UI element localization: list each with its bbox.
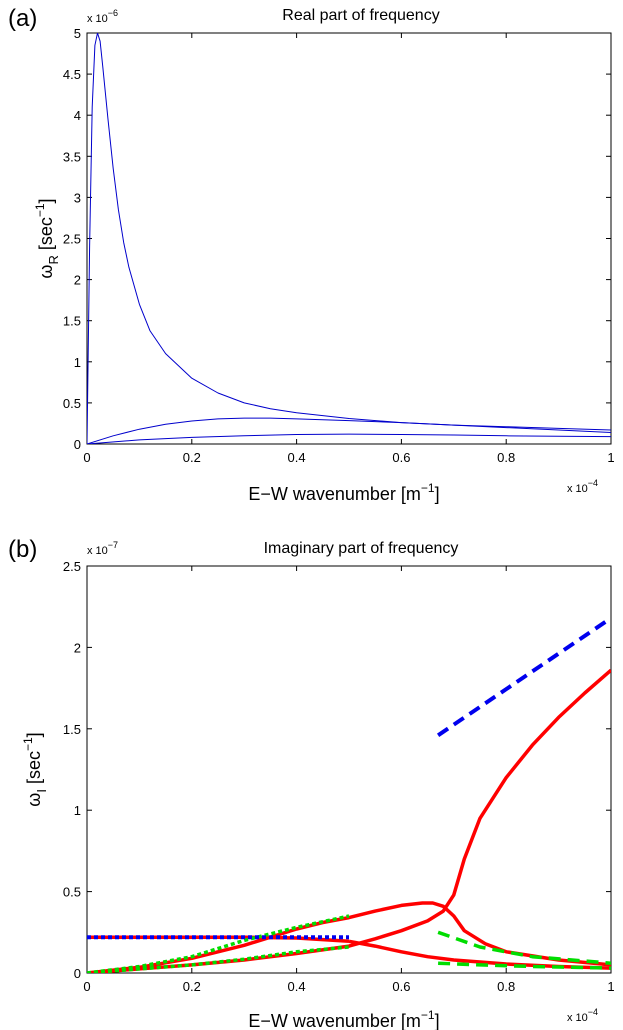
- y-tick-label: 2.5: [63, 232, 81, 247]
- chart-panel-a: (a) Real part of frequency 0 0.2 0.4 0.6 0.8 1 0…: [8, 5, 615, 504]
- y-tick-label: 1.5: [63, 722, 81, 737]
- panel-label: (b): [8, 536, 37, 563]
- series-line-5: [87, 914, 350, 973]
- series-line-4: [348, 939, 611, 970]
- x-tick-label: 0.6: [392, 450, 410, 465]
- y-tick-label: 4.5: [63, 67, 81, 82]
- y-tick-label: 0.5: [63, 885, 81, 900]
- series-line-2: [87, 417, 611, 444]
- axes-frame: [86, 32, 612, 445]
- x-tick-label: 0: [83, 979, 90, 994]
- x-axis-multiplier: x 10−4: [567, 1007, 598, 1024]
- x-tick-label: 0.4: [288, 979, 306, 994]
- x-tick-label: 0.8: [497, 979, 515, 994]
- y-tick-label: 2.5: [63, 559, 81, 574]
- series-line-3: [87, 433, 611, 444]
- series-line-1: [87, 33, 611, 444]
- x-tick-label: 0.6: [392, 979, 410, 994]
- y-tick-label: 2: [74, 273, 81, 288]
- y-tick-label: 0: [74, 437, 81, 452]
- y-tick-label: 0.5: [63, 396, 81, 411]
- x-tick-label: 0: [83, 450, 90, 465]
- y-tick-label: 2: [74, 640, 81, 655]
- axes-frame: [86, 565, 612, 974]
- y-axis-label: ωI [sec−1]: [21, 732, 49, 806]
- x-axis-multiplier: x 10−4: [567, 478, 598, 495]
- series-line-6: [87, 945, 350, 973]
- y-tick-label: 1: [74, 803, 81, 818]
- x-tick-label: 0.4: [288, 450, 306, 465]
- chart-title: Imaginary part of frequency: [264, 540, 459, 557]
- x-tick-label: 0.2: [183, 979, 201, 994]
- series-line-10: [436, 616, 611, 737]
- series-line-1: [87, 935, 350, 944]
- y-tick-label: 3: [74, 190, 81, 205]
- y-tick-label: 5: [74, 26, 81, 41]
- series-line-2: [87, 901, 611, 973]
- y-axis-label: ωR [sec−1]: [33, 198, 61, 278]
- y-tick-label: 4: [74, 108, 81, 123]
- x-tick-label: 1: [607, 450, 614, 465]
- x-axis-label: E−W wavenumber [m−1]: [248, 481, 439, 504]
- series-line-8: [438, 961, 611, 970]
- y-axis-multiplier: x 10−6: [87, 8, 118, 25]
- x-tick-label: 0.2: [183, 450, 201, 465]
- y-tick-label: 1.5: [63, 314, 81, 329]
- x-tick-label: 1: [607, 979, 614, 994]
- series-line-7: [437, 930, 611, 965]
- y-tick-label: 1: [74, 355, 81, 370]
- y-axis-multiplier: x 10−7: [87, 540, 118, 557]
- y-tick-label: 0: [74, 966, 81, 981]
- chart-panel-b: (b) Imaginary part of frequency 0 0.2 0.4 0.6…: [8, 536, 615, 1030]
- panel-label: (a): [8, 5, 37, 32]
- series-line-3: [87, 668, 611, 973]
- x-axis-label: E−W wavenumber [m−1]: [248, 1008, 439, 1030]
- chart-title: Real part of frequency: [282, 7, 439, 24]
- y-tick-label: 3.5: [63, 149, 81, 164]
- x-tick-label: 0.8: [497, 450, 515, 465]
